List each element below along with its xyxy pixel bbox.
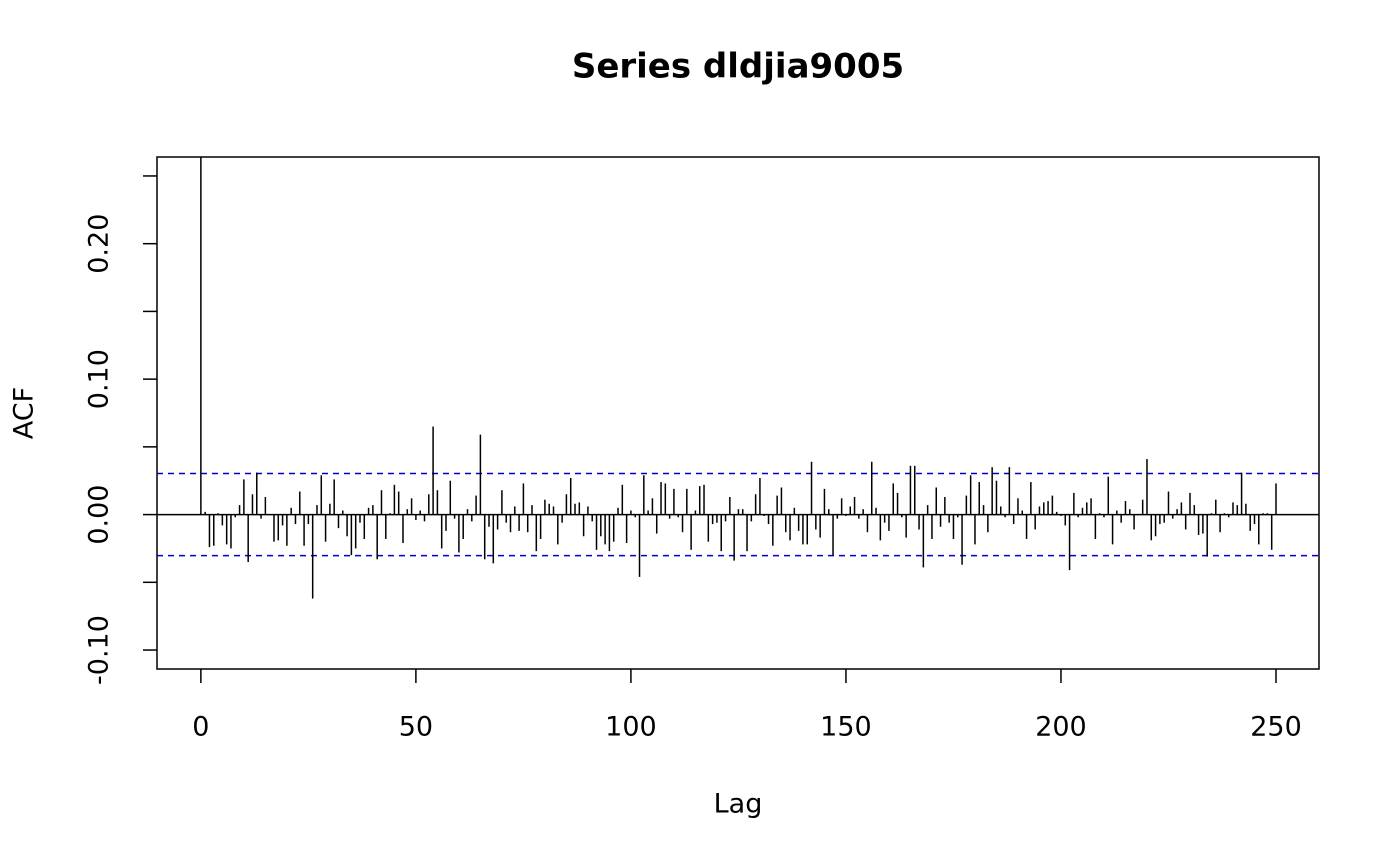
x-tick-label: 200 bbox=[1035, 712, 1087, 743]
chart-title: Series dldjia9005 bbox=[572, 47, 904, 87]
y-tick-label: 0.20 bbox=[84, 214, 115, 274]
x-tick-label: 100 bbox=[605, 712, 657, 743]
x-tick-label: 0 bbox=[192, 712, 209, 743]
y-tick-label: 0.00 bbox=[84, 485, 115, 545]
plot-frame bbox=[156, 156, 1320, 670]
y-tick-label: -0.10 bbox=[84, 615, 115, 685]
x-tick-label: 50 bbox=[399, 712, 433, 743]
plot-area bbox=[157, 157, 1319, 599]
x-axis-label: Lag bbox=[714, 789, 763, 820]
x-tick-label: 250 bbox=[1250, 712, 1302, 743]
x-tick-label: 150 bbox=[820, 712, 872, 743]
y-axis-label: ACF bbox=[9, 387, 40, 439]
y-tick-label: 0.10 bbox=[84, 349, 115, 409]
